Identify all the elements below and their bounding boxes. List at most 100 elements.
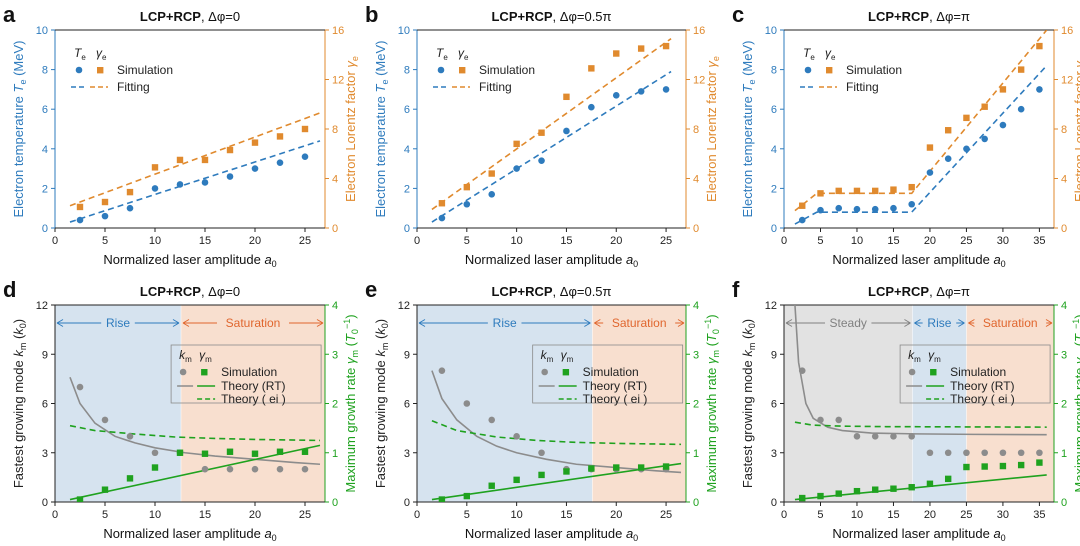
y2-label-text: Electron Lorentz factor <box>343 68 358 202</box>
legend-label-simulation: Simulation <box>221 365 277 379</box>
y2-label-sub: m <box>350 350 360 358</box>
legend-marker-gm <box>930 369 937 376</box>
y2-label-unit-var: T <box>704 333 719 342</box>
y-label-sub: e <box>747 80 757 85</box>
panel-letter: f <box>732 277 740 302</box>
y-tick-label-left: 2 <box>404 183 410 195</box>
y2-label-unit-var: T <box>343 333 358 342</box>
legend-sub1: m <box>547 355 554 364</box>
legend-label-fitting: Fitting <box>846 80 879 94</box>
y-label-unit: ( <box>373 334 388 343</box>
data-point--m-simulation <box>126 475 134 482</box>
title-phase: , Δφ=π <box>929 284 970 299</box>
data-point--e-simulation <box>226 146 234 154</box>
panel-title: LCP+RCP, Δφ=0.5π <box>491 284 611 299</box>
y-label-sub: e <box>380 80 390 85</box>
y-label-unit-var: k <box>740 327 755 335</box>
data-point--m-simulation <box>1036 459 1043 466</box>
x-axis-label: Normalized laser amplitude a0 <box>103 526 276 543</box>
data-point-km-simulation <box>151 449 159 457</box>
panel-letter: e <box>365 277 377 302</box>
legend-label-theory-rt: Theory (RT) <box>583 379 647 393</box>
panel-title: LCP+RCP, Δφ=π <box>868 284 970 299</box>
x-tick-label: 15 <box>199 235 211 247</box>
data-point-te-simulation <box>538 157 545 164</box>
x-tick-label: 15 <box>199 509 211 521</box>
x-tick-label: 5 <box>102 235 108 247</box>
y-axis-label-right: Maximum growth rate γm (T0−1) <box>342 314 360 492</box>
data-point-km-simulation <box>999 449 1007 457</box>
legend-label-theory-rt: Theory (RT) <box>221 379 285 393</box>
y-tick-label-right: 0 <box>693 223 699 235</box>
legend-marker-ge <box>459 67 466 74</box>
y-tick-label-left: 8 <box>771 65 777 77</box>
x-axis-label: Normalized laser amplitude a0 <box>832 252 1005 269</box>
x-tick-label: 15 <box>560 509 572 521</box>
legend-label-simulation: Simulation <box>117 63 173 77</box>
x-tick-label: 25 <box>960 509 972 521</box>
x-label-sub: 0 <box>272 259 277 269</box>
y-label-unit-sub: 0 <box>380 323 390 328</box>
data-point-te-simulation <box>101 212 109 220</box>
y-tick-label-right: 12 <box>693 75 705 87</box>
data-point-km-simulation <box>871 433 879 440</box>
y-tick-label-right: 4 <box>693 174 699 186</box>
data-point--m-simulation <box>76 496 84 502</box>
data-point-te-simulation <box>926 169 934 176</box>
x-tick-label: 5 <box>817 509 823 521</box>
y-tick-label-right: 2 <box>1061 399 1067 411</box>
x-label-var: a <box>264 252 271 267</box>
series-line-km-theory-rt <box>794 305 1047 436</box>
legend-sym2: γ <box>96 46 103 60</box>
region-steady <box>784 305 913 502</box>
legend-marker-km <box>908 368 916 376</box>
y-label-unit: ( <box>11 334 26 343</box>
arrow-head-left <box>182 319 190 327</box>
data-point--e-simulation <box>438 200 446 207</box>
x-label-text: Normalized laser amplitude <box>465 526 626 541</box>
data-point-te-simulation <box>201 179 209 186</box>
legend-label-theory-rt: Theory (RT) <box>950 379 1014 393</box>
y2-label-sub: m <box>711 350 721 358</box>
data-point-te-simulation <box>563 127 570 135</box>
legend-sub1: e <box>443 53 448 62</box>
y-tick-label-left: 4 <box>771 144 777 156</box>
legend-sym2: γ <box>825 46 832 60</box>
data-point-km-simulation <box>201 465 209 473</box>
y-tick-label-left: 12 <box>398 300 410 312</box>
data-point--m-simulation <box>908 484 915 491</box>
data-point-te-simulation <box>588 103 595 111</box>
data-point--e-simulation <box>76 203 84 211</box>
panel-title: LCP+RCP, Δφ=0.5π <box>491 9 611 24</box>
x-tick-label: 5 <box>102 509 108 521</box>
y-label-unit-sub: 0 <box>18 323 28 328</box>
x-tick-label: 30 <box>997 235 1009 247</box>
x-tick-label: 20 <box>924 509 936 521</box>
data-point--m-simulation <box>201 450 209 457</box>
data-point-km-simulation <box>251 465 259 473</box>
data-point--m-simulation <box>963 463 970 471</box>
data-point-te-simulation <box>637 88 645 95</box>
y2-label-unit-sup: −1 <box>342 319 352 329</box>
x-tick-label: 25 <box>660 509 672 521</box>
x-label-sub: 0 <box>633 259 638 269</box>
data-point-te-simulation <box>488 191 496 198</box>
y-tick-label-right: 4 <box>693 300 699 312</box>
y-label-var: T <box>11 83 26 92</box>
x-axis-label: Normalized laser amplitude a0 <box>465 526 638 543</box>
x-tick-label: 0 <box>52 509 58 521</box>
legend-box <box>899 344 1051 404</box>
arrow-head-right <box>904 319 911 327</box>
legend-sym2: γ <box>561 348 568 362</box>
arrow-head-left <box>418 319 426 327</box>
x-tick-label: 10 <box>149 235 161 247</box>
y-tick-label-left: 8 <box>42 65 48 77</box>
y-axis-label-left: Fastest growing mode km (k0) <box>373 319 390 488</box>
legend-label-simulation: Simulation <box>583 365 639 379</box>
title-phase: , Δφ=π <box>929 9 970 24</box>
data-point--m-simulation <box>563 468 570 475</box>
title-text: LCP+RCP <box>868 9 929 24</box>
legend-marker-gm <box>201 369 208 376</box>
